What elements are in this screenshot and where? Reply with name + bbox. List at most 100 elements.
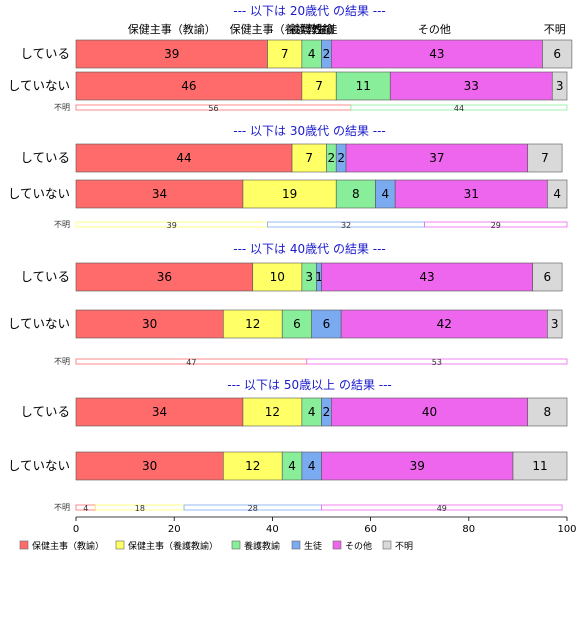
data-label: 4 <box>308 459 316 473</box>
unknown-label: 不明 <box>54 103 70 112</box>
x-tick-label: 100 <box>557 524 576 535</box>
data-label: 31 <box>464 187 479 201</box>
unknown-value: 18 <box>135 504 145 513</box>
bar-segment <box>335 179 376 209</box>
unknown-value: 56 <box>208 104 218 113</box>
row-label: していない <box>8 316 70 331</box>
unknown-value: 49 <box>437 504 447 513</box>
data-label: 7 <box>315 79 323 93</box>
data-label: 34 <box>152 405 167 419</box>
legend-swatch <box>231 540 241 550</box>
unknown-value: 44 <box>454 104 464 113</box>
data-label: 4 <box>382 187 390 201</box>
data-label: 12 <box>245 317 260 331</box>
bar-segment <box>321 451 514 481</box>
unknown-value: 47 <box>186 358 196 367</box>
legend-label: 養護教諭 <box>244 540 280 552</box>
bar-segment <box>394 179 548 209</box>
data-label: 11 <box>356 79 371 93</box>
data-label: 6 <box>323 317 331 331</box>
data-label: 30 <box>142 459 157 473</box>
bar-segment <box>75 397 244 427</box>
data-label: 36 <box>157 270 172 284</box>
legend-label: 不明 <box>395 541 413 552</box>
section-title: --- 以下は 40歳代 の結果 --- <box>233 242 386 256</box>
row-label: していない <box>8 78 70 93</box>
bar-segment <box>75 179 244 209</box>
section-title: --- 以下は 30歳代 の結果 --- <box>233 124 386 138</box>
bar-segment <box>252 262 303 292</box>
bar-segment <box>527 397 568 427</box>
row-label: している <box>20 404 70 419</box>
category-label-0: 保健主事（教諭） <box>128 22 216 36</box>
bar-segment <box>340 309 548 339</box>
x-tick-label: 60 <box>364 524 377 535</box>
bar-segment <box>311 309 342 339</box>
data-label: 39 <box>164 47 179 61</box>
data-label: 2 <box>323 405 331 419</box>
category-label-3: 生徒 <box>315 22 337 36</box>
data-label: 30 <box>142 317 157 331</box>
category-label-2: 養護教諭 <box>290 22 334 36</box>
bar-segment <box>75 451 224 481</box>
data-label: 4 <box>553 187 561 201</box>
data-label: 7 <box>305 151 313 165</box>
data-label: 6 <box>553 47 561 61</box>
bar-segment <box>75 39 268 69</box>
bar-segment <box>389 71 553 101</box>
bar-segment <box>291 143 327 173</box>
row-label: している <box>20 46 70 61</box>
data-label: 6 <box>293 317 301 331</box>
x-tick-label: 40 <box>266 524 279 535</box>
unknown-value: 28 <box>248 504 258 513</box>
data-label: 39 <box>410 459 425 473</box>
legend-swatch <box>115 540 125 550</box>
unknown-segment <box>321 504 563 511</box>
row-label: している <box>20 269 70 284</box>
bar-segment <box>75 143 293 173</box>
bar-segment <box>242 179 337 209</box>
unknown-value: 53 <box>432 358 442 367</box>
section-title: --- 以下は 20歳代 の結果 --- <box>233 4 386 18</box>
data-label: 19 <box>282 187 297 201</box>
unknown-value: 29 <box>491 221 501 230</box>
data-label: 3 <box>551 317 559 331</box>
data-label: 33 <box>464 79 479 93</box>
data-label: 2 <box>323 47 331 61</box>
bar-segment <box>551 71 568 101</box>
row-label: していない <box>8 458 70 473</box>
legend-swatch <box>19 540 29 550</box>
data-label: 43 <box>429 47 444 61</box>
section-title: --- 以下は 50歳以上 の結果 --- <box>227 378 392 392</box>
data-label: 2 <box>337 151 345 165</box>
bar-segment <box>223 309 283 339</box>
unknown-label: 不明 <box>54 220 70 229</box>
category-label-4: その他 <box>418 23 451 36</box>
bar-segment <box>345 143 529 173</box>
legend-swatch <box>291 540 301 550</box>
bar-segment <box>223 451 283 481</box>
data-label: 12 <box>245 459 260 473</box>
data-label: 42 <box>437 317 452 331</box>
data-label: 7 <box>281 47 289 61</box>
data-label: 1 <box>315 270 323 284</box>
bar-segment <box>547 179 568 209</box>
data-label: 4 <box>288 459 296 473</box>
unknown-segment <box>306 358 568 365</box>
legend-swatch <box>332 540 342 550</box>
data-label: 8 <box>352 187 360 201</box>
data-label: 3 <box>556 79 564 93</box>
bar-segment <box>75 309 224 339</box>
data-label: 2 <box>327 151 335 165</box>
data-label: 44 <box>176 151 191 165</box>
data-label: 46 <box>181 79 196 93</box>
bar-segment <box>331 397 529 427</box>
data-label: 3 <box>305 270 313 284</box>
data-label: 4 <box>308 405 316 419</box>
bar-segment <box>542 39 573 69</box>
bar-segment <box>75 262 254 292</box>
category-label-1: 保健主事（養護教諭） <box>230 22 340 36</box>
x-tick-label: 80 <box>462 524 475 535</box>
x-tick-label: 0 <box>73 524 79 535</box>
